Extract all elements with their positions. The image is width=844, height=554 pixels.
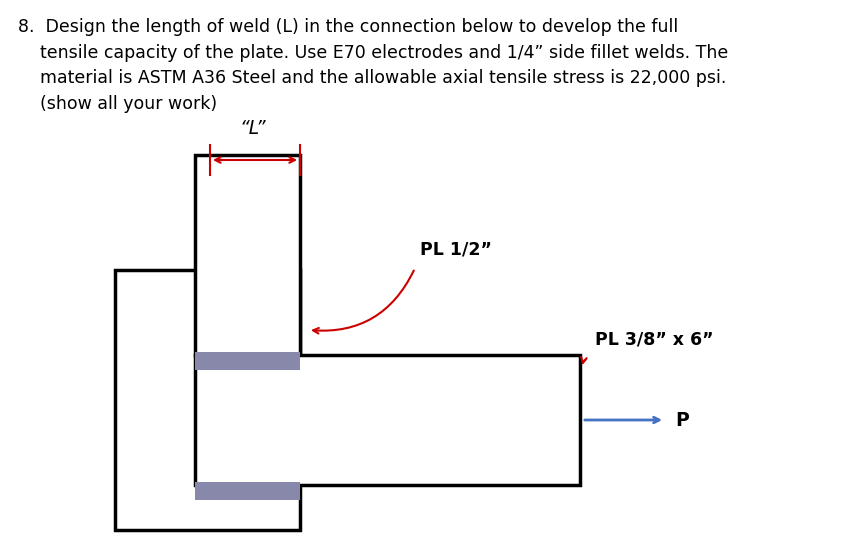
- Text: “L”: “L”: [240, 119, 267, 138]
- Text: PL 1/2”: PL 1/2”: [420, 241, 492, 259]
- Text: PL 3/8” x 6”: PL 3/8” x 6”: [595, 331, 713, 349]
- Bar: [195, 155, 300, 355]
- Text: P: P: [675, 411, 689, 429]
- Bar: [195, 352, 300, 370]
- Bar: [195, 355, 580, 485]
- Text: 8.  Design the length of weld (L) in the connection below to develop the full
  : 8. Design the length of weld (L) in the …: [18, 18, 728, 113]
- Bar: [195, 482, 300, 500]
- Bar: [115, 270, 300, 530]
